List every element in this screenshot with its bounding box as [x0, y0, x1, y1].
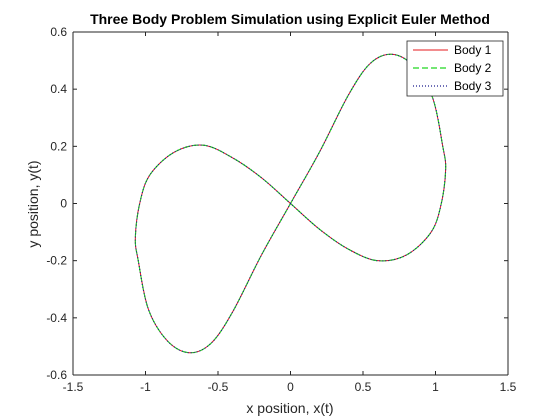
x-tick-label: 1	[432, 380, 439, 394]
legend-entry-body-3: Body 3	[454, 79, 492, 93]
legend: Body 1 Body 2 Body 3	[406, 40, 504, 97]
x-tick-label: -0.5	[208, 380, 229, 394]
y-axis-label: y position, y(t)	[25, 160, 41, 247]
series-line-body-3	[134, 53, 447, 354]
x-tick-label: -1.5	[63, 380, 84, 394]
y-tick-label: 0.6	[50, 25, 67, 39]
y-ticks: -0.6 -0.4 -0.2 0 0.2 0.4 0.6	[46, 25, 508, 382]
x-ticks: -1.5 -1 -0.5 0 0.5 1 1.5	[63, 32, 517, 394]
legend-entry-body-1: Body 1	[454, 43, 492, 57]
x-tick-label: 0	[287, 380, 294, 394]
y-tick-label: 0.2	[50, 139, 67, 153]
legend-entry-body-2: Body 2	[454, 61, 492, 75]
chart-title: Three Body Problem Simulation using Expl…	[90, 11, 490, 27]
y-tick-label: -0.2	[46, 254, 67, 268]
y-tick-label: 0	[60, 197, 67, 211]
y-tick-label: 0.4	[50, 82, 67, 96]
y-tick-label: -0.6	[46, 368, 67, 382]
x-tick-label: 0.5	[355, 380, 372, 394]
x-axis-label: x position, x(t)	[246, 400, 333, 416]
y-tick-label: -0.4	[46, 311, 67, 325]
x-tick-label: -1	[140, 380, 151, 394]
x-tick-label: 1.5	[500, 380, 517, 394]
